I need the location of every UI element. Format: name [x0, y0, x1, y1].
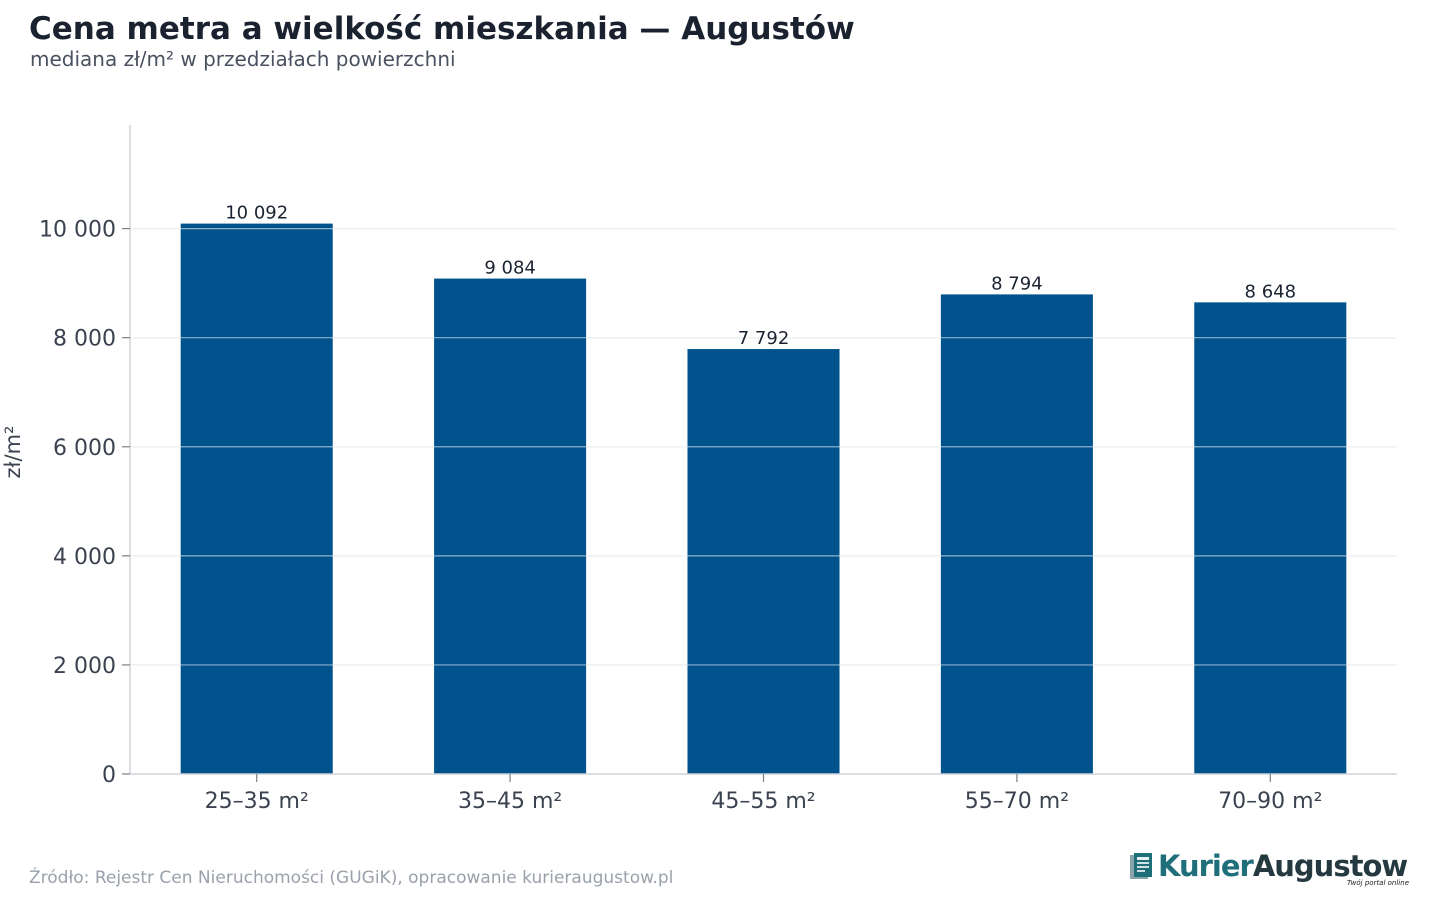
y-axis-label: zł/m² [1, 426, 25, 479]
bar [687, 349, 840, 774]
data-label: 8 648 [1245, 281, 1297, 302]
source-note: Źródło: Rejestr Cen Nieruchomości (GUGiK… [29, 868, 674, 888]
data-label: 9 084 [484, 258, 536, 279]
logo-tagline: Twój portal online [1346, 879, 1409, 887]
kurier-augustow-logo[interactable]: KurierAugustow Twój portal online [1128, 848, 1413, 890]
x-tick-label: 70–90 m² [1218, 789, 1322, 814]
logo-name-part2: Augustow [1252, 849, 1408, 883]
x-tick-label: 25–35 m² [205, 789, 309, 814]
y-tick-label: 10 000 [39, 218, 116, 243]
data-label: 10 092 [225, 203, 288, 224]
y-tick-label: 8 000 [53, 327, 116, 352]
bar [434, 278, 587, 774]
bar [1194, 302, 1347, 774]
y-tick-label: 4 000 [53, 545, 116, 570]
logo-name-part1: Kurier [1158, 849, 1254, 883]
chart-subtitle: mediana zł/m² w przedziałach powierzchni [30, 47, 456, 71]
logo-wordmark: KurierAugustow [1158, 846, 1408, 886]
x-tick-label: 35–45 m² [458, 789, 562, 814]
x-tick-label: 45–55 m² [711, 789, 815, 814]
data-label: 7 792 [738, 328, 790, 349]
bar [180, 223, 333, 774]
y-tick-label: 6 000 [53, 436, 116, 461]
chart-title: Cena metra a wielkość mieszkania — Augus… [29, 11, 855, 47]
y-tick-label: 0 [102, 763, 116, 788]
data-label: 8 794 [991, 273, 1043, 294]
newspaper-icon [1130, 853, 1152, 879]
bar-chart: 0 2 000 4 000 6 000 8 000 10 000 25–35 m² 35–45… [1, 125, 1397, 814]
x-tick-label: 55–70 m² [965, 789, 1069, 814]
bar [940, 294, 1093, 774]
y-tick-label: 2 000 [53, 654, 116, 679]
